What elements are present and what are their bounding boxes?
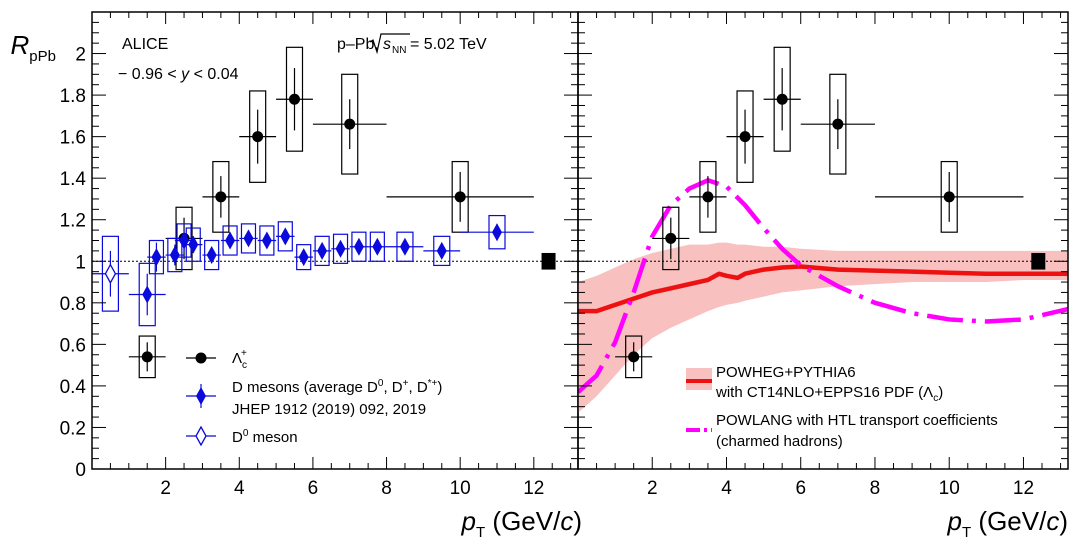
- lambda-c-point: [252, 131, 264, 143]
- left-legend: Λc+ D mesons (average D0, D+, D*+) JHEP …: [186, 348, 442, 447]
- x-tick-label: 2: [647, 478, 658, 499]
- svg-text:Λc+: Λc+: [232, 348, 247, 371]
- d-meson-point: [261, 231, 272, 250]
- x-tick-label: 4: [721, 478, 732, 499]
- x-axis-ticks-left: 2 4 6 8 10 12: [109, 12, 572, 499]
- y-tick-label: 1.2: [60, 211, 86, 232]
- y-axis-ticks-left: 0 0.2 0.4 0.6 0.8 1 1.2 1.4 1.6 1.8 2: [60, 21, 578, 481]
- d-meson-point: [188, 235, 199, 254]
- lambda-c-point: [141, 351, 153, 363]
- lambda-c-point: [739, 131, 751, 143]
- powheg-uncertainty-band: [578, 242, 1068, 413]
- right-panel: 2 4 6 8 10 12: [577, 11, 1069, 499]
- svg-text:(charmed hadrons): (charmed hadrons): [716, 433, 843, 450]
- lambda-c-point: [344, 118, 356, 130]
- y-tick-label: 1: [75, 252, 86, 273]
- y-tick-label: 0: [75, 460, 86, 481]
- y-tick-label: 1.8: [60, 86, 86, 107]
- x-tick-label: 4: [234, 478, 245, 499]
- y-tick-label: 1.4: [60, 169, 87, 190]
- y-tick-label: 2: [75, 45, 86, 66]
- lambda-c-point: [628, 351, 640, 363]
- d-meson-point: [298, 248, 309, 267]
- right-legend: POWHEG+PYTHIA6 with CT14NLO+EPPS16 PDF (…: [686, 364, 998, 450]
- rapidity-label: − 0.96 < y < 0.04: [118, 66, 239, 83]
- d-meson-point: [151, 248, 162, 267]
- plot-area-right: [578, 46, 1068, 413]
- x-tick-label: 8: [870, 478, 881, 499]
- collision-system-label: p–Pb, s NN = 5.02 TeV: [337, 33, 487, 56]
- d-meson-point: [353, 237, 364, 256]
- svg-text:POWHEG+PYTHIA6: POWHEG+PYTHIA6: [716, 364, 856, 381]
- powheg-curve: [578, 264, 1068, 314]
- legend-marker-d-mesons: [196, 387, 206, 405]
- d-meson-point: [225, 231, 236, 250]
- d-meson-point: [142, 285, 153, 304]
- lambda-c-point: [832, 118, 844, 130]
- svg-text:POWLANG with HTL transport coe: POWLANG with HTL transport coefficients: [716, 412, 998, 429]
- lambda-c-point: [943, 191, 955, 203]
- d-meson-point: [399, 237, 410, 256]
- legend-marker-d0-meson: [195, 425, 207, 447]
- svg-text:= 5.02 TeV: = 5.02 TeV: [410, 36, 487, 53]
- y-tick-label: 0.2: [60, 418, 86, 439]
- legend-entry-powlang: POWLANG with HTL transport coefficients …: [686, 412, 998, 450]
- svg-text:D mesons (average D0, D+, D*+): D mesons (average D0, D+, D*+): [232, 378, 442, 396]
- legend-entry-powheg: POWHEG+PYTHIA6 with CT14NLO+EPPS16 PDF (…: [686, 364, 943, 404]
- x-tick-label: 6: [795, 478, 806, 499]
- lambda-c-point: [702, 191, 714, 203]
- svg-text:with CT14NLO+EPPS16 PDF (Λc): with CT14NLO+EPPS16 PDF (Λc): [715, 384, 943, 404]
- svg-text:p–Pb,: p–Pb,: [337, 36, 379, 53]
- left-panel: 2 4 6 8 10 12 0 0.2 0.4 0.6 0.8 1 1.2 1.4 1.6 1.8 2: [60, 11, 579, 499]
- lambda-c-point: [665, 232, 677, 244]
- alice-label: ALICE: [122, 36, 168, 53]
- global-uncertainty-box: [541, 252, 556, 270]
- svg-text:JHEP 1912 (2019) 092, 2019: JHEP 1912 (2019) 092, 2019: [232, 401, 426, 418]
- d0-meson-point: [104, 263, 117, 285]
- y-axis-ticks-right: [578, 21, 1068, 460]
- x-tick-label: 10: [939, 478, 960, 499]
- x-tick-label: 12: [1013, 478, 1034, 499]
- sqrt-sign: [369, 33, 410, 55]
- x-tick-label: 12: [523, 478, 544, 499]
- d-meson-point: [436, 241, 447, 260]
- legend-marker-lambda-c: [195, 352, 207, 364]
- x-tick-label: 2: [160, 478, 171, 499]
- d-meson-point: [372, 237, 383, 256]
- y-tick-label: 0.4: [60, 377, 87, 398]
- legend-entry-lambda-c: Λc+: [186, 348, 247, 371]
- x-tick-label: 10: [450, 478, 471, 499]
- x-axis-ticks-right: 2 4 6 8 10 12: [596, 12, 1062, 499]
- d-meson-point: [243, 229, 254, 248]
- powlang-curve: [578, 178, 1068, 394]
- d-meson-point: [335, 239, 346, 258]
- svg-text:NN: NN: [392, 45, 406, 56]
- legend-entry-d0-meson: D0 meson: [186, 425, 298, 447]
- d-meson-point: [206, 246, 217, 265]
- y-tick-label: 1.6: [60, 128, 86, 149]
- x-axis-title-right: pT (GeV/c): [947, 506, 1068, 539]
- global-uncertainty-box: [1031, 252, 1046, 270]
- x-tick-label: 6: [308, 478, 319, 499]
- lambda-c-point: [776, 93, 788, 105]
- x-axis-title-left: pT (GeV/c): [461, 506, 582, 539]
- x-tick-label: 8: [381, 478, 392, 499]
- svg-text:D0 meson: D0 meson: [232, 428, 298, 446]
- d-meson-point: [317, 241, 328, 260]
- plot-area-left: [92, 46, 578, 379]
- y-axis-title: RpPb: [11, 30, 56, 65]
- y-tick-label: 0.6: [60, 335, 86, 356]
- lambda-c-point: [289, 93, 300, 105]
- svg-text:s: s: [383, 36, 391, 53]
- d-meson-point: [492, 223, 502, 242]
- d-meson-point: [280, 227, 291, 246]
- lambda-c-point: [454, 191, 466, 203]
- y-tick-label: 0.8: [60, 294, 86, 315]
- lambda-c-point: [215, 191, 227, 203]
- legend-entry-d-mesons: D mesons (average D0, D+, D*+) JHEP 1912…: [186, 378, 442, 418]
